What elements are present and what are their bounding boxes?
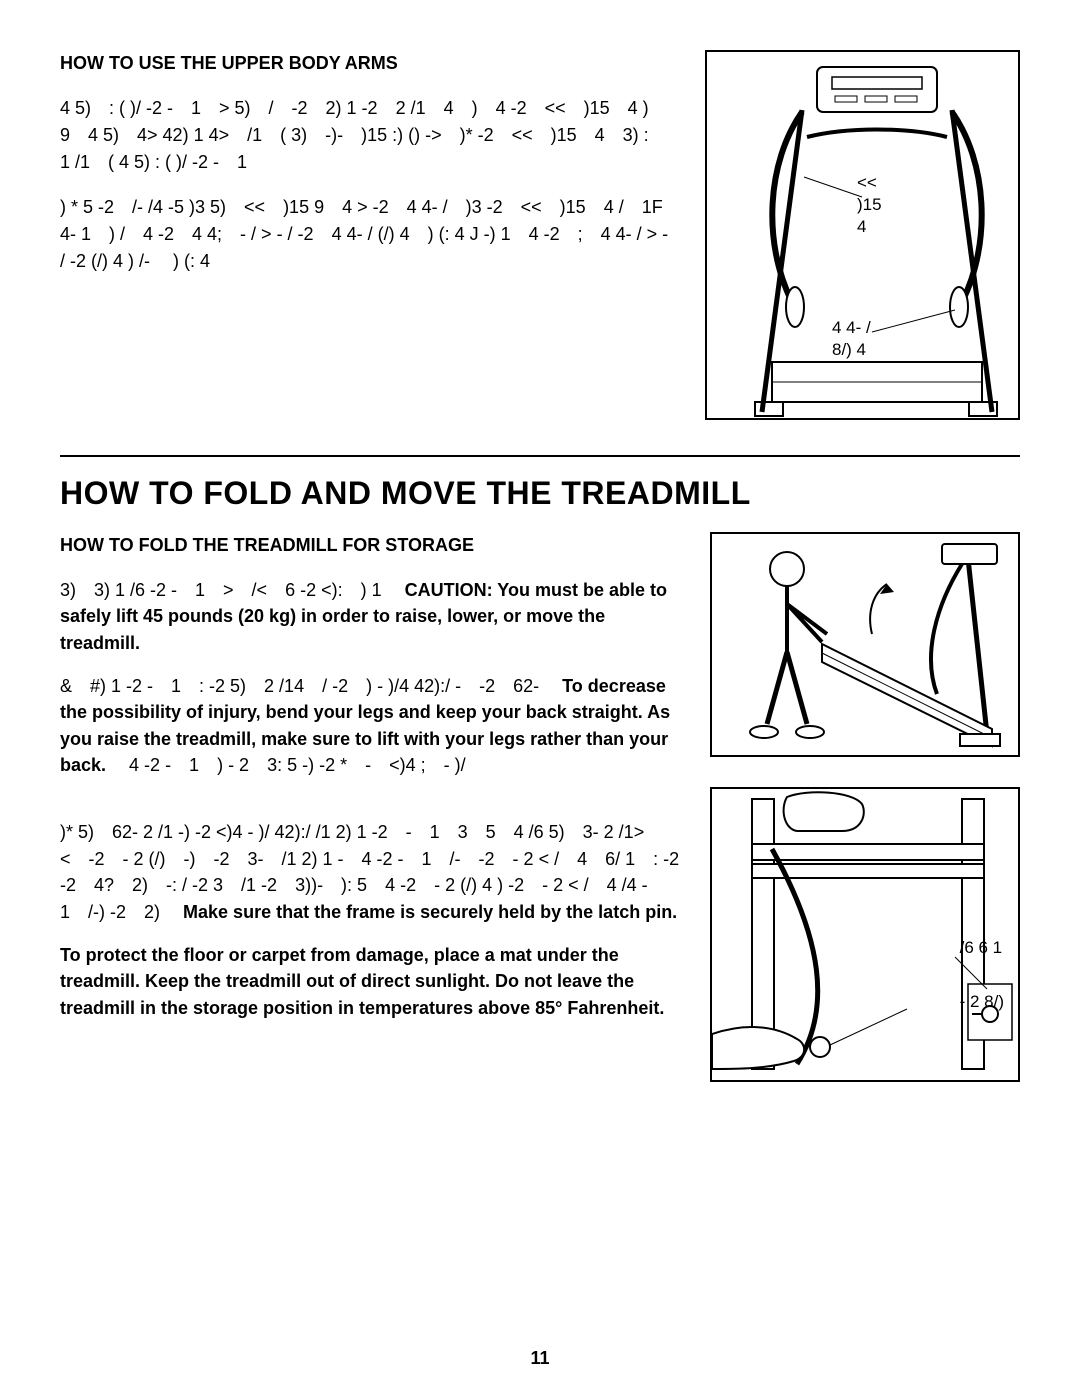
fold-p2-pre: & #) 1 -2 - 1 : -2 5) 2 /14 / -2 ) - )/4… xyxy=(60,676,557,696)
page-number: 11 xyxy=(0,1348,1080,1369)
fold-para-1: 3) 3) 1 /6 -2 - 1 > /< 6 -2 <): ) 1 CAUT… xyxy=(60,577,680,657)
fold-heading: HOW TO FOLD THE TREADMILL FOR STORAGE xyxy=(60,532,680,559)
fold-illustrations: /6 6 1 - 2 8/) xyxy=(710,532,1020,1082)
fold-text-column: HOW TO FOLD THE TREADMILL FOR STORAGE 3)… xyxy=(60,532,680,1082)
fold-title: HOW TO FOLD AND MOVE THE TREADMILL xyxy=(60,475,1020,512)
fold-para-2: & #) 1 -2 - 1 : -2 5) 2 /14 / -2 ) - )/4… xyxy=(60,673,680,780)
upper-text-column: HOW TO USE THE UPPER BODY ARMS 4 5) : ( … xyxy=(60,50,675,420)
fold-p2-post: 4 -2 - 1 ) - 2 3: 5 -) -2 * - <)4 ; - )/ xyxy=(111,755,466,775)
fold-p1-pre: 3) 3) 1 /6 -2 - 1 > /< 6 -2 <): ) 1 xyxy=(60,580,400,600)
section-divider xyxy=(60,455,1020,457)
fold-para-4: To protect the floor or carpet from dama… xyxy=(60,942,680,1022)
label-grip: 4 4- / 8/) 4 xyxy=(832,317,871,361)
fold-p3-bold: Make sure that the frame is securely hel… xyxy=(183,902,677,922)
fold-para-3: )* 5) 62- 2 /1 -) -2 <)4 - )/ 42):/ /1 2… xyxy=(60,819,680,926)
upper-heading: HOW TO USE THE UPPER BODY ARMS xyxy=(60,50,675,77)
label-arm: << )15 4 xyxy=(857,172,882,238)
section-fold: HOW TO FOLD THE TREADMILL FOR STORAGE 3)… xyxy=(60,532,1020,1082)
upper-para-1: 4 5) : ( )/ -2 - 1 > 5) / -2 2) 1 -2 2 /… xyxy=(60,95,675,176)
upper-para-2: ) * 5 -2 /- /4 -5 )3 5) << )15 9 4 > -2 … xyxy=(60,194,675,275)
illustration-fold-person xyxy=(710,532,1020,757)
illustration-upper-arms: << )15 4 4 4- / 8/) 4 xyxy=(705,50,1020,420)
label-latch: /6 6 1 - 2 8/) xyxy=(960,934,1004,1016)
section-upper-body-arms: HOW TO USE THE UPPER BODY ARMS 4 5) : ( … xyxy=(60,50,1020,420)
illustration-latch: /6 6 1 - 2 8/) xyxy=(710,787,1020,1082)
